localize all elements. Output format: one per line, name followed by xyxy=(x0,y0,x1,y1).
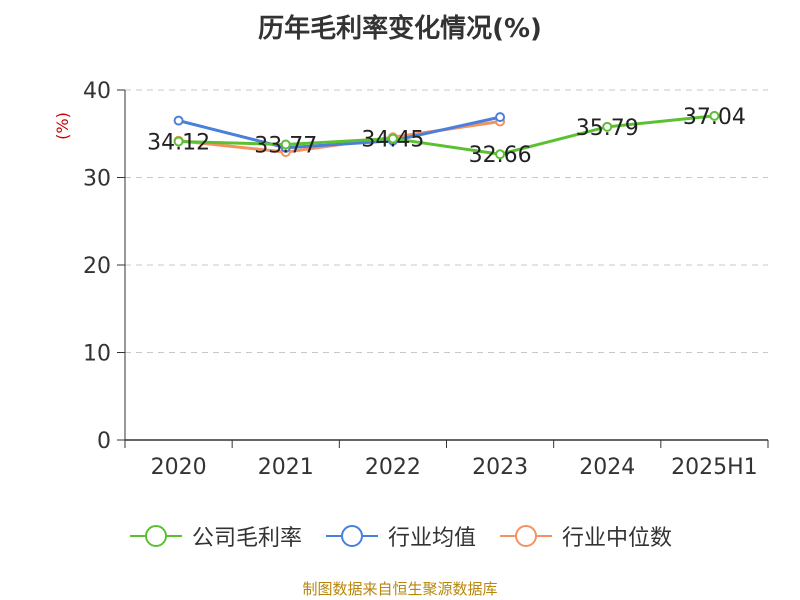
y-tick-label: 20 xyxy=(83,254,111,279)
legend-label: 行业中位数 xyxy=(562,526,673,551)
grid-lines xyxy=(125,89,768,353)
data-label: 32.66 xyxy=(469,143,532,168)
legend: 公司毛利率 行业均值 行业中位数 xyxy=(0,520,800,552)
x-tick-label: 2020 xyxy=(151,455,207,480)
y-tick-label: 0 xyxy=(97,429,111,454)
data-label: 37.04 xyxy=(683,105,746,130)
data-label: 35.79 xyxy=(576,116,639,141)
x-tick-label: 2024 xyxy=(579,455,635,480)
y-tick-label: 30 xyxy=(83,167,111,192)
data-point xyxy=(173,115,184,126)
axes: 0 10 20 30 40 2020 2021 2022 2023 2024 2025H1 xyxy=(83,79,769,480)
legend-label: 行业均值 xyxy=(387,526,476,551)
legend-line-circle-icon xyxy=(325,525,378,547)
series-lines xyxy=(173,110,720,160)
legend-line-circle-icon xyxy=(129,525,182,547)
x-tick-label: 2022 xyxy=(365,455,421,480)
data-point xyxy=(495,149,506,160)
x-tick-label: 2021 xyxy=(258,455,314,480)
data-label: 33.77 xyxy=(254,134,317,159)
data-point xyxy=(280,139,291,150)
series-line xyxy=(178,114,715,156)
data-point xyxy=(495,112,506,123)
legend-item[interactable]: 公司毛利率 xyxy=(128,520,302,552)
data-point xyxy=(602,121,613,132)
y-axis-label: (%) xyxy=(53,112,72,140)
legend-item[interactable]: 行业均值 xyxy=(324,520,476,552)
data-point xyxy=(709,110,720,121)
data-point xyxy=(173,136,184,147)
chart-title: 历年毛利率变化情况(%) xyxy=(258,14,542,44)
line-chart: 0 10 20 30 40 2020 2021 2022 2023 2024 2025H1 34.1… xyxy=(53,79,769,480)
data-point xyxy=(387,133,398,144)
data-label: 34.45 xyxy=(361,128,424,153)
y-tick-label: 10 xyxy=(83,342,111,367)
source-note: 制图数据来自恒生聚源数据库 xyxy=(302,580,498,598)
legend-item[interactable]: 行业中位数 xyxy=(498,520,672,552)
legend-label: 公司毛利率 xyxy=(191,526,302,551)
x-tick-label: 2023 xyxy=(472,455,528,480)
data-labels: 34.12 33.77 34.45 32.66 35.79 37.04 xyxy=(147,105,746,168)
series-line xyxy=(178,115,501,150)
data-label: 34.12 xyxy=(147,130,210,155)
y-tick-label: 40 xyxy=(83,79,111,104)
legend-line-circle-icon xyxy=(500,525,552,547)
x-tick-label: 2025H1 xyxy=(671,455,758,480)
